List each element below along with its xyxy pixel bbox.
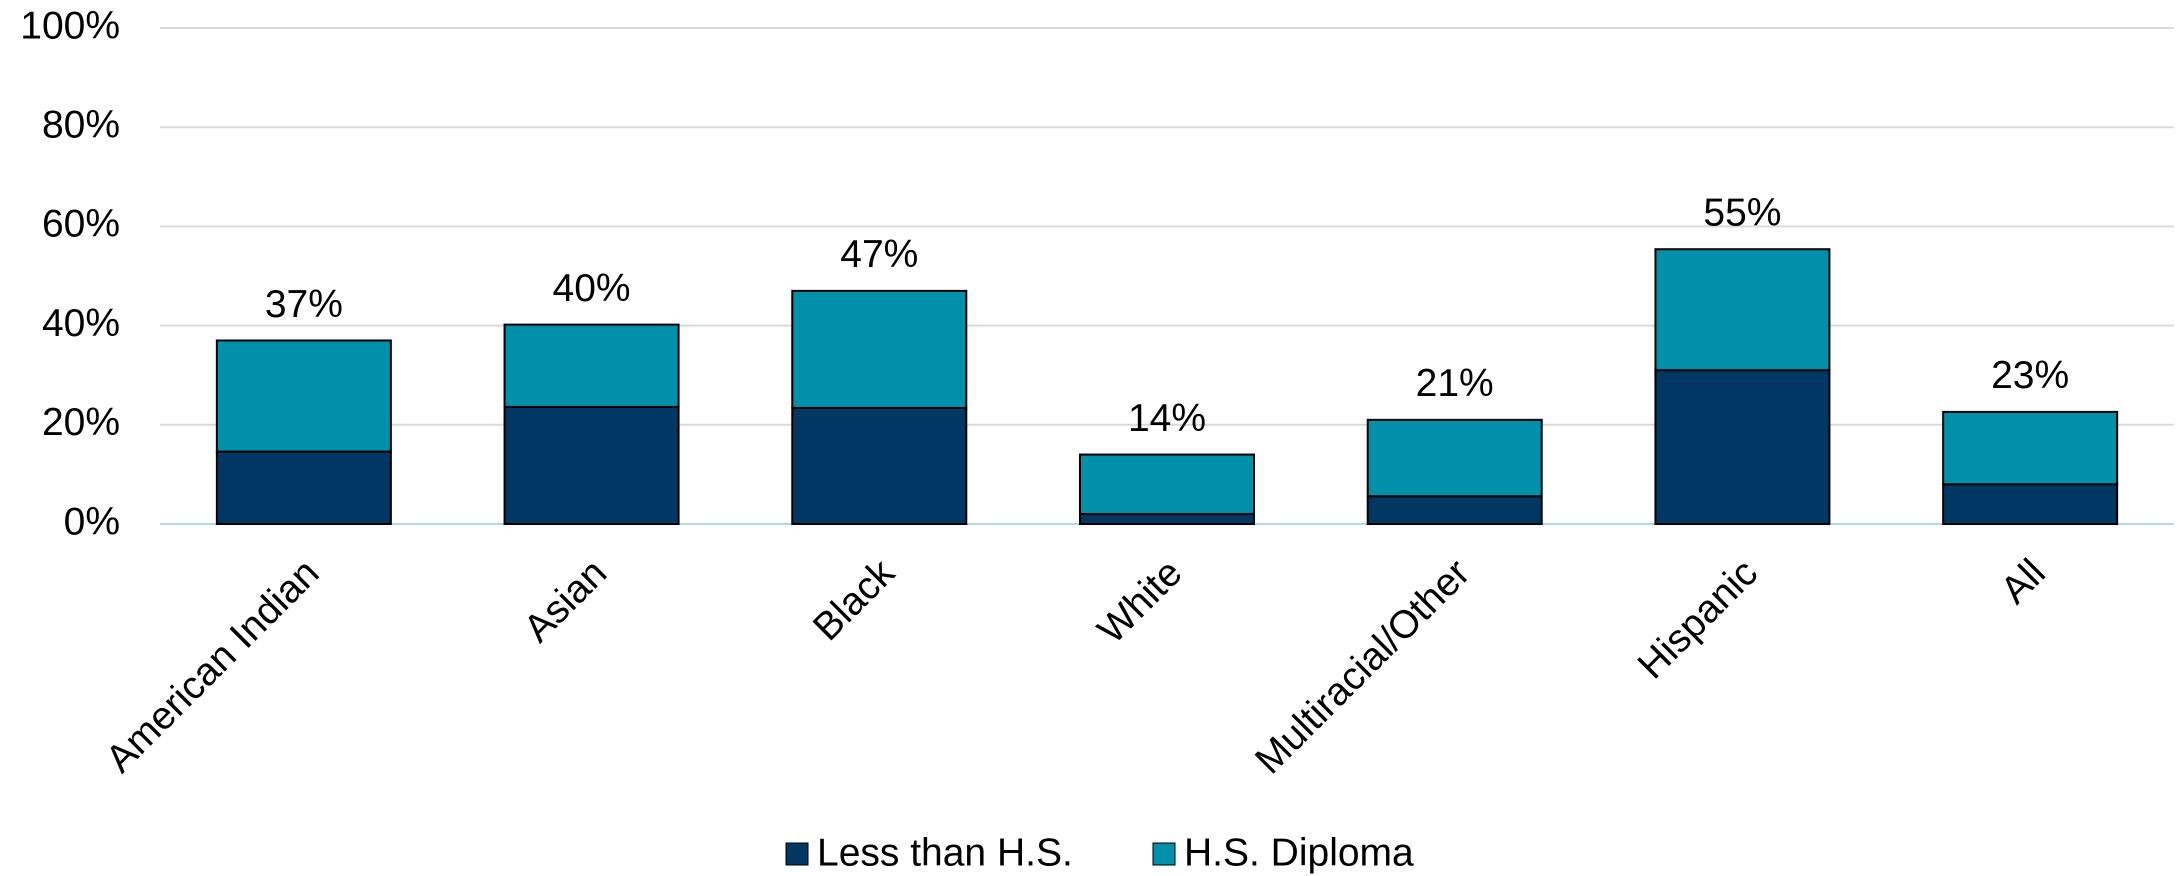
total-label: 23% xyxy=(1991,354,2069,397)
legend-label: Less than H.S. xyxy=(817,831,1073,874)
bar-segment xyxy=(1654,369,1831,525)
y-tick-label: 0% xyxy=(64,500,120,543)
total-label: 47% xyxy=(840,233,918,276)
x-tick-label: Multiracial/Other xyxy=(1247,551,1478,782)
total-label: 37% xyxy=(265,283,343,326)
bar-segment xyxy=(503,323,680,408)
total-label: 21% xyxy=(1416,362,1494,405)
x-tick-label: American Indian xyxy=(98,551,328,781)
bar-segment xyxy=(791,289,968,409)
y-tick-label: 20% xyxy=(42,401,120,444)
bar-segment xyxy=(503,405,680,525)
x-tick-label: Hispanic xyxy=(1630,551,1766,687)
total-label: 40% xyxy=(553,267,631,310)
y-tick-label: 80% xyxy=(42,103,120,146)
x-tick-label: White xyxy=(1090,551,1191,652)
y-tick-label: 100% xyxy=(20,4,120,47)
y-tick-label: 60% xyxy=(42,203,120,246)
bar-segment xyxy=(1079,513,1255,526)
bar-segment xyxy=(1366,495,1543,525)
y-tick-label: 40% xyxy=(42,302,120,345)
bar-segment xyxy=(1942,410,2119,486)
total-label: 14% xyxy=(1128,397,1206,440)
x-tick-label: Asian xyxy=(516,551,615,650)
bar-segment xyxy=(1079,453,1255,516)
bar-segment xyxy=(215,339,392,453)
legend-swatch xyxy=(785,842,809,866)
bar-segment xyxy=(1366,418,1543,498)
bar-segment xyxy=(215,450,392,526)
total-label: 55% xyxy=(1703,192,1781,235)
legend-label: H.S. Diploma xyxy=(1184,831,1414,874)
x-tick-label: All xyxy=(1993,551,2054,612)
x-tick-label: Black xyxy=(805,551,903,649)
legend-swatch xyxy=(1152,842,1176,866)
bar-segment xyxy=(791,406,968,526)
bar-segment xyxy=(1654,248,1831,372)
bar-segment xyxy=(1942,483,2119,526)
